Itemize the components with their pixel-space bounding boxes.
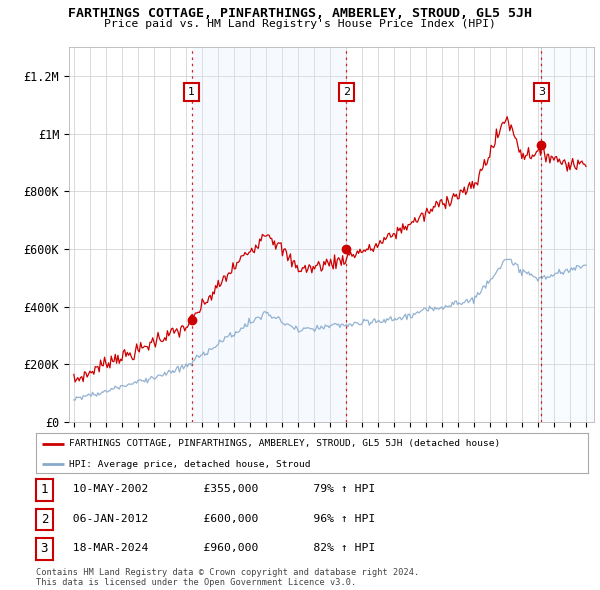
Text: 1: 1 xyxy=(41,483,48,497)
Text: 06-JAN-2012        £600,000        96% ↑ HPI: 06-JAN-2012 £600,000 96% ↑ HPI xyxy=(59,514,375,523)
Text: 3: 3 xyxy=(538,87,545,97)
Text: FARTHINGS COTTAGE, PINFARTHINGS, AMBERLEY, STROUD, GL5 5JH: FARTHINGS COTTAGE, PINFARTHINGS, AMBERLE… xyxy=(68,7,532,20)
Text: HPI: Average price, detached house, Stroud: HPI: Average price, detached house, Stro… xyxy=(69,460,311,469)
Text: Contains HM Land Registry data © Crown copyright and database right 2024.
This d: Contains HM Land Registry data © Crown c… xyxy=(36,568,419,587)
Bar xyxy=(191,47,346,422)
Text: 3: 3 xyxy=(41,542,48,556)
Bar xyxy=(541,47,594,422)
Text: 18-MAR-2024        £960,000        82% ↑ HPI: 18-MAR-2024 £960,000 82% ↑ HPI xyxy=(59,543,375,553)
Text: 2: 2 xyxy=(41,513,48,526)
Text: FARTHINGS COTTAGE, PINFARTHINGS, AMBERLEY, STROUD, GL5 5JH (detached house): FARTHINGS COTTAGE, PINFARTHINGS, AMBERLE… xyxy=(69,440,500,448)
Text: 10-MAY-2002        £355,000        79% ↑ HPI: 10-MAY-2002 £355,000 79% ↑ HPI xyxy=(59,484,375,494)
Text: 1: 1 xyxy=(188,87,195,97)
Text: Price paid vs. HM Land Registry's House Price Index (HPI): Price paid vs. HM Land Registry's House … xyxy=(104,19,496,29)
Bar xyxy=(541,47,594,422)
Text: 2: 2 xyxy=(343,87,350,97)
